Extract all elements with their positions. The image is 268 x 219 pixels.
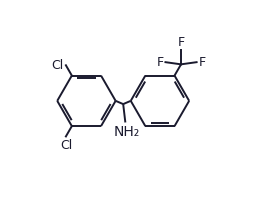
Text: F: F	[198, 56, 206, 69]
Text: NH₂: NH₂	[113, 125, 140, 139]
Text: F: F	[157, 56, 164, 69]
Text: Cl: Cl	[51, 59, 64, 72]
Text: F: F	[177, 35, 185, 49]
Text: Cl: Cl	[60, 139, 72, 152]
